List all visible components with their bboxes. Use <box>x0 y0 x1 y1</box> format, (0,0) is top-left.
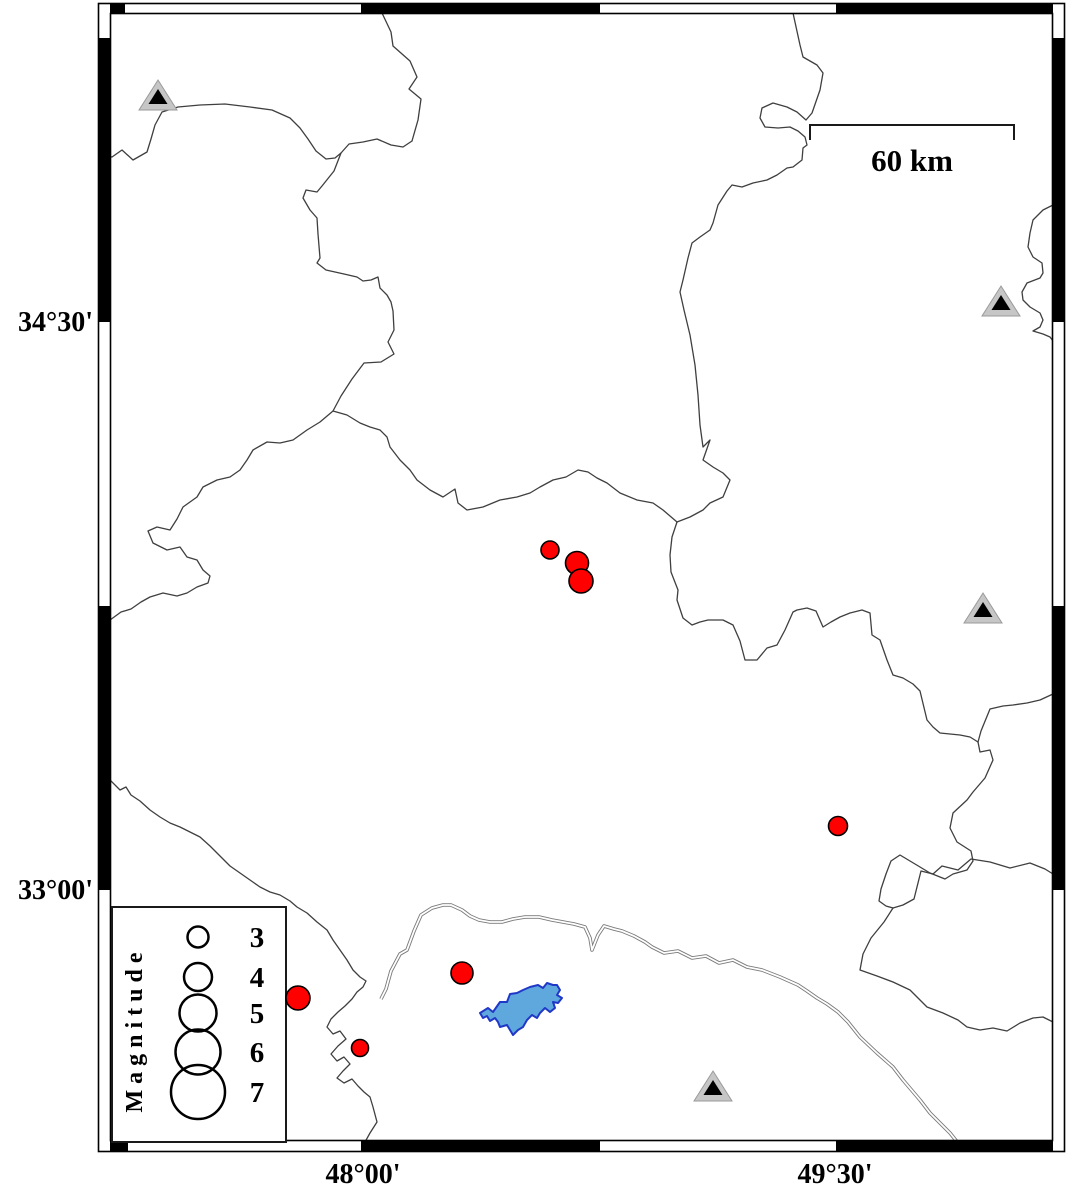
frame-outer-rect <box>97 2 1066 1153</box>
legend-magnitude-value: 3 <box>250 922 265 954</box>
earthquake-epicenter-marker <box>450 961 474 985</box>
scale-bar-bracket <box>809 124 1015 140</box>
station-triangle-inner-icon <box>991 295 1011 310</box>
river-casing <box>379 903 959 1141</box>
border-line-ne-branch-lower <box>892 858 1053 909</box>
longitude-label-left: 48°00' <box>326 1159 401 1190</box>
station-triangle-inner-icon <box>148 89 168 104</box>
legend-magnitude-value: 5 <box>250 998 265 1030</box>
station-triangle-inner-icon <box>703 1080 723 1095</box>
border-line-south-ese-to-frame <box>859 907 1053 1032</box>
legend-magnitude-circle <box>174 1028 222 1076</box>
map-frame <box>97 2 1066 1153</box>
border-line-nw-east-west <box>110 103 413 161</box>
border-line-west-to-middle-east <box>110 410 678 621</box>
latitude-label-top: 34°30' <box>18 307 93 338</box>
frame-inner-rect <box>109 12 1054 1142</box>
scale-bar-label: 60 km <box>871 143 953 178</box>
map-content <box>110 13 1053 1141</box>
legend-magnitude-circle <box>186 925 210 949</box>
frame-segment-left <box>98 38 110 322</box>
earthquake-epicenter-marker <box>827 815 849 837</box>
frame-segment-bottom <box>110 1141 128 1152</box>
legend-items: 3 4 5 6 7 <box>169 922 265 1121</box>
scale-bar: 60 km <box>809 124 1015 178</box>
border-line-branch-to-top <box>381 13 422 142</box>
border-line-southeast-border <box>669 521 979 743</box>
longitude-label-right: 49°30' <box>798 1159 873 1190</box>
river-core <box>380 904 958 1141</box>
legend-magnitude-value: 7 <box>250 1077 265 1109</box>
legend-magnitude-value: 4 <box>250 962 265 994</box>
earthquake-epicenter-marker <box>540 540 560 560</box>
frame-segment-right <box>1053 38 1065 322</box>
legend-magnitude-circle <box>169 1063 227 1121</box>
earthquake-epicenter-marker <box>568 568 594 594</box>
border-line-south-squiggle <box>878 741 994 909</box>
legend-box <box>111 906 287 1143</box>
frame-segment-right <box>1053 606 1065 890</box>
legend-magnitude-circle <box>182 961 214 993</box>
axis-annotations: 34°30' 33°00' 48°00' 49°30' <box>18 307 872 1190</box>
earthquake-epicenter-marker <box>350 1038 370 1058</box>
frame-segment-left <box>98 606 110 890</box>
border-line-east-to-frame <box>977 693 1053 743</box>
latitude-label-bottom: 33°00' <box>18 875 93 906</box>
legend-magnitude-circle <box>178 993 218 1033</box>
frame-segment-top <box>361 3 600 13</box>
frame-segment-bottom <box>836 1141 1053 1152</box>
frame-segment-top <box>110 3 125 13</box>
station-markers <box>138 79 1021 1102</box>
earthquake-markers-top <box>285 540 849 1058</box>
border-line-southwest-border <box>110 779 378 1141</box>
legend-title: Magnitude <box>122 946 148 1112</box>
station-triangle-inner-icon <box>973 602 993 617</box>
frame-segment-bottom <box>361 1141 600 1152</box>
magnitude-legend: Magnitude 3 4 5 6 7 <box>111 906 287 1143</box>
earthquake-epicenter-marker <box>285 985 311 1011</box>
border-line-south-from-junction <box>302 152 395 412</box>
border-line-right-frame-squiggle <box>1021 204 1053 342</box>
lake <box>479 982 563 1036</box>
frame-segment-top <box>836 3 1053 13</box>
legend-magnitude-value: 6 <box>250 1037 265 1069</box>
border-line-north-big-border <box>676 13 824 523</box>
